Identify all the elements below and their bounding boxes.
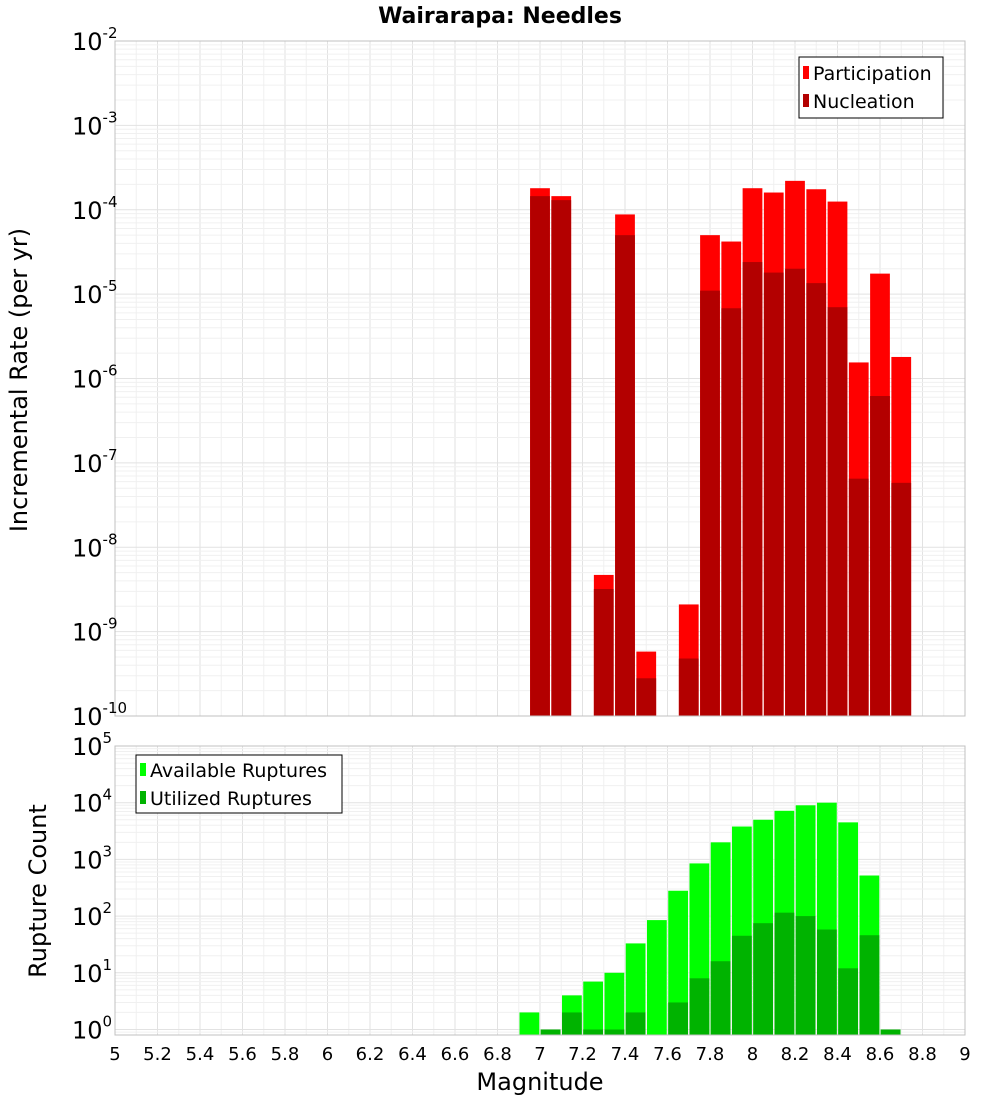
x-tick-label: 8.8 xyxy=(908,1044,937,1065)
bottom-bar-utilized-ruptures xyxy=(561,1012,582,1035)
legend-swatch-available xyxy=(140,763,146,776)
x-tick-label: 8 xyxy=(747,1044,758,1065)
legend-swatch-participation xyxy=(803,66,809,79)
legend-swatch-utilized xyxy=(140,791,146,804)
x-tick-label: 7.8 xyxy=(696,1044,725,1065)
top-y-tick-label: 10-6 xyxy=(72,362,118,394)
x-tick-label: 8.4 xyxy=(823,1044,852,1065)
x-tick-label: 7.4 xyxy=(611,1044,640,1065)
bottom-bar-available-ruptures xyxy=(625,943,646,1035)
top-bar-nucleation xyxy=(551,200,572,716)
bottom-bar-available-ruptures xyxy=(604,972,625,1035)
top-bar-nucleation xyxy=(870,396,890,716)
bottom-bar-utilized-ruptures xyxy=(795,916,816,1035)
bottom-y-axis-label: Rupture Count xyxy=(24,804,52,978)
x-tick-label: 5.6 xyxy=(228,1044,257,1065)
legend-label-nucleation: Nucleation xyxy=(813,91,915,113)
x-tick-label: 6 xyxy=(322,1044,333,1065)
top-bar-nucleation xyxy=(530,196,550,716)
x-axis-label: Magnitude xyxy=(476,1068,603,1096)
top-bar-nucleation xyxy=(827,307,848,716)
x-tick-label: 5.8 xyxy=(271,1044,300,1065)
bottom-bar-utilized-ruptures xyxy=(689,978,710,1035)
bottom-y-tick-label: 101 xyxy=(72,956,112,988)
x-tick-label: 6.6 xyxy=(441,1044,470,1065)
legend-bottom: Available Ruptures Utilized Ruptures xyxy=(135,754,343,814)
bottom-y-tick-label: 102 xyxy=(72,899,112,931)
top-y-axis-label: Incremental Rate (per yr) xyxy=(5,228,33,532)
bottom-bar-utilized-ruptures xyxy=(604,1029,625,1035)
top-bar-nucleation xyxy=(806,283,827,716)
bottom-bar-utilized-ruptures xyxy=(583,1029,604,1035)
x-tick-label: 6.2 xyxy=(356,1044,385,1065)
x-tick-label: 7 xyxy=(534,1044,545,1065)
top-y-tick-label: 10-3 xyxy=(72,108,118,140)
x-tick-label: 6.4 xyxy=(398,1044,427,1065)
top-bar-nucleation xyxy=(742,262,763,716)
bottom-bar-utilized-ruptures xyxy=(753,923,774,1035)
bottom-bar-available-ruptures xyxy=(668,890,689,1035)
top-bar-nucleation xyxy=(763,272,784,716)
x-tick-label: 8.6 xyxy=(866,1044,895,1065)
top-y-tick-label: 10-10 xyxy=(72,699,127,731)
top-y-tick-label: 10-4 xyxy=(72,193,118,225)
bottom-bar-utilized-ruptures xyxy=(710,961,731,1035)
legend-label-available: Available Ruptures xyxy=(150,760,327,782)
bottom-bar-utilized-ruptures xyxy=(816,929,837,1035)
top-bar-nucleation xyxy=(848,478,869,716)
legend-top-box xyxy=(798,56,944,119)
bottom-bar-utilized-ruptures xyxy=(774,912,795,1035)
bottom-bar-utilized-ruptures xyxy=(859,935,880,1035)
x-tick-label: 7.2 xyxy=(568,1044,597,1065)
bottom-bar-utilized-ruptures xyxy=(540,1029,561,1035)
bottom-y-tick-label: 104 xyxy=(72,786,112,818)
top-y-tick-label: 10-7 xyxy=(72,446,118,478)
x-tick-label: 9 xyxy=(959,1044,970,1065)
bottom-bar-utilized-ruptures xyxy=(838,968,859,1035)
top-bar-nucleation xyxy=(593,589,614,716)
bottom-bar-available-ruptures xyxy=(583,981,604,1035)
top-bar-nucleation xyxy=(785,268,805,716)
top-y-tick-label: 10-2 xyxy=(72,24,118,56)
bottom-bar-utilized-ruptures xyxy=(668,1002,689,1035)
bottom-y-tick-label: 100 xyxy=(72,1013,112,1045)
top-bar-nucleation xyxy=(615,235,635,716)
legend-swatch-nucleation xyxy=(803,94,809,107)
bottom-bar-utilized-ruptures xyxy=(625,1012,646,1035)
top-bar-nucleation xyxy=(721,308,742,716)
x-tick-label: 5.2 xyxy=(143,1044,172,1065)
bottom-bar-available-ruptures xyxy=(646,920,667,1035)
legend-bottom-box xyxy=(135,754,343,814)
top-plot-frame xyxy=(114,40,966,717)
top-bar-nucleation xyxy=(636,678,657,716)
legend-label-participation: Participation xyxy=(813,63,932,85)
legend-label-utilized: Utilized Ruptures xyxy=(150,788,312,810)
bottom-bar-available-ruptures xyxy=(519,1012,540,1035)
top-y-tick-label: 10-9 xyxy=(72,615,118,647)
top-bar-nucleation xyxy=(678,658,699,716)
x-tick-label: 5.4 xyxy=(186,1044,215,1065)
x-tick-label: 8.2 xyxy=(781,1044,810,1065)
x-tick-label: 5 xyxy=(109,1044,120,1065)
bottom-bar-utilized-ruptures xyxy=(731,935,752,1035)
top-y-tick-label: 10-5 xyxy=(72,277,118,309)
top-panel: 10-2 10-3 10-4 10-5 10-6 10-7 10-8 10-9 10-10 xyxy=(72,24,966,731)
bottom-bar-utilized-ruptures xyxy=(880,1029,901,1035)
top-y-tick-label: 10-8 xyxy=(72,530,118,562)
bottom-y-tick-label: 105 xyxy=(72,729,112,761)
bottom-plot-frame xyxy=(114,745,966,1036)
bottom-y-tick-label: 103 xyxy=(72,842,112,874)
top-bar-nucleation xyxy=(700,290,720,716)
x-tick-label: 7.6 xyxy=(653,1044,682,1065)
x-tick-label: 6.8 xyxy=(483,1044,512,1065)
top-bar-nucleation xyxy=(891,482,912,716)
legend-top: Participation Nucleation xyxy=(798,56,944,119)
chart-title: Wairarapa: Needles xyxy=(378,4,622,29)
